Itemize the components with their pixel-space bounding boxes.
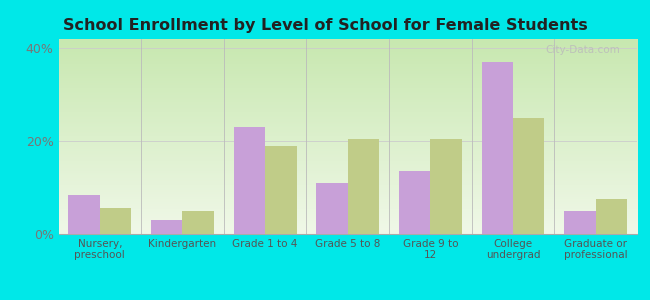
Bar: [482, 62, 513, 234]
Bar: [234, 127, 265, 234]
Bar: [100, 208, 131, 234]
Bar: [564, 211, 595, 234]
Bar: [513, 118, 545, 234]
Bar: [399, 171, 430, 234]
Bar: [595, 199, 627, 234]
Text: City-Data.com: City-Data.com: [545, 45, 619, 55]
Bar: [430, 139, 461, 234]
Bar: [151, 220, 183, 234]
Bar: [68, 194, 100, 234]
Text: School Enrollment by Level of School for Female Students: School Enrollment by Level of School for…: [62, 18, 588, 33]
Bar: [183, 211, 214, 234]
Bar: [265, 146, 296, 234]
Bar: [317, 183, 348, 234]
Bar: [348, 139, 379, 234]
